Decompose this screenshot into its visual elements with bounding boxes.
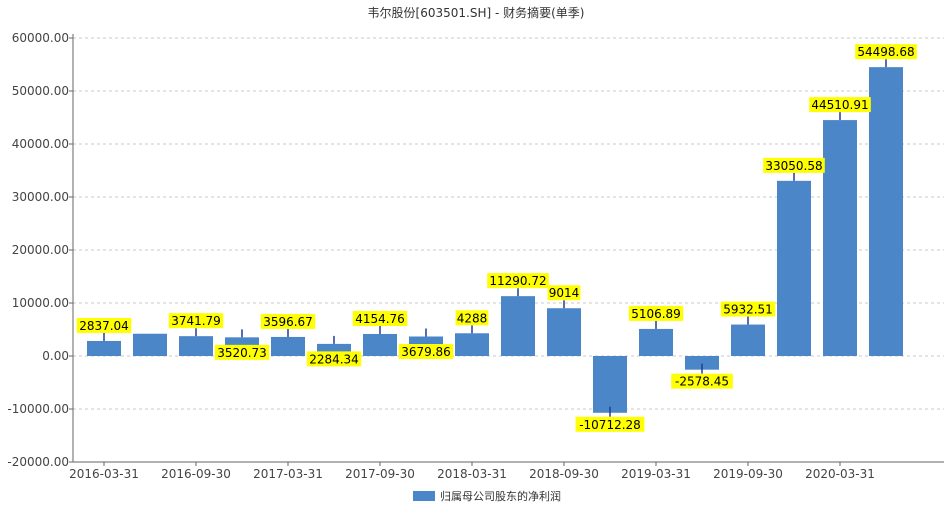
y-tick-label: 40000.00: [12, 137, 69, 151]
data-label: 2837.04: [79, 319, 129, 333]
x-tick-label: 2020-03-31: [805, 467, 875, 481]
legend-swatch: [413, 491, 435, 501]
data-label: 5106.89: [631, 307, 681, 321]
data-label: 3679.86: [401, 345, 451, 359]
x-tick-label: 2016-03-31: [69, 467, 139, 481]
bar[interactable]: [179, 336, 213, 356]
legend[interactable]: 归属母公司股东的净利润: [413, 489, 561, 503]
data-label: -10712.28: [579, 418, 641, 432]
y-tick-label: -20000.00: [7, 455, 69, 469]
y-tick-label: 10000.00: [12, 296, 69, 310]
y-tick-label: 0.00: [42, 349, 69, 363]
data-label: 4154.76: [355, 312, 405, 326]
x-tick-label: 2017-03-31: [253, 467, 323, 481]
data-label-box: [763, 157, 825, 173]
data-label-box: [352, 310, 408, 326]
y-tick-label: 60000.00: [12, 31, 69, 45]
bar[interactable]: [685, 356, 719, 370]
data-label-box: [487, 273, 549, 289]
data-label-box: [168, 313, 224, 329]
bar[interactable]: [731, 324, 765, 356]
x-tick-label: 2018-03-31: [437, 467, 507, 481]
y-tick-label: -10000.00: [7, 402, 69, 416]
data-label-box: [855, 44, 917, 60]
x-tick-label: 2018-09-30: [529, 467, 599, 481]
bar[interactable]: [87, 340, 121, 356]
bar[interactable]: [455, 333, 489, 356]
data-label-box: [260, 313, 316, 329]
bar[interactable]: [133, 333, 167, 356]
bar[interactable]: [363, 333, 397, 356]
data-label: 3520.73: [217, 346, 267, 360]
bar[interactable]: [823, 120, 857, 356]
data-label-box: [455, 310, 489, 326]
data-label: 3741.79: [171, 314, 221, 328]
bar[interactable]: [271, 336, 305, 356]
x-axis: 2016-03-31 2016-09-30 2017-03-31 2017-09-30…: [69, 461, 944, 481]
legend-label: 归属母公司股东的净利润: [440, 489, 561, 503]
data-label-box: [398, 343, 454, 359]
data-label: 33050.58: [765, 159, 822, 173]
data-label-box: [720, 301, 776, 317]
data-label: 44510.91: [811, 98, 868, 112]
data-label-box: [306, 351, 362, 367]
data-labels: 2837.04 3741.79 3520.73 3596.67 2284.34 4154.…: [76, 44, 917, 432]
data-label: 4288: [457, 311, 488, 325]
data-label-box: [628, 305, 684, 321]
data-label-box: [214, 344, 270, 360]
bar[interactable]: [639, 328, 673, 356]
y-tick-label: 20000.00: [12, 243, 69, 257]
data-label: 5932.51: [723, 303, 773, 317]
y-tick-label: 50000.00: [12, 84, 69, 98]
data-label-box: [575, 416, 645, 432]
data-label-box: [76, 317, 132, 333]
chart-title: 韦尔股份[603501.SH] - 财务摘要(单季): [368, 5, 585, 20]
data-label-box: [809, 97, 871, 113]
data-label: 54498.68: [857, 45, 914, 59]
y-tick-label: 30000.00: [12, 190, 69, 204]
y-axis: 60000.00 50000.00 40000.00 30000.00 20000.00…: [7, 31, 74, 469]
x-tick-label: 2017-09-30: [345, 467, 415, 481]
bars: [87, 67, 903, 413]
data-label: 11290.72: [489, 274, 546, 288]
x-tick-label: 2019-09-30: [713, 467, 783, 481]
bar[interactable]: [547, 308, 581, 356]
bar[interactable]: [501, 296, 535, 356]
data-label: 9014: [549, 286, 580, 300]
data-label: -2578.45: [675, 375, 729, 389]
data-label-box: [547, 285, 581, 301]
data-label: 2284.34: [309, 352, 359, 366]
bar[interactable]: [869, 67, 903, 357]
bar[interactable]: [593, 356, 627, 413]
x-tick-label: 2016-09-30: [161, 467, 231, 481]
x-tick-label: 2019-03-31: [621, 467, 691, 481]
data-label-box: [671, 373, 733, 389]
bar[interactable]: [777, 180, 811, 356]
data-label: 3596.67: [263, 315, 313, 329]
